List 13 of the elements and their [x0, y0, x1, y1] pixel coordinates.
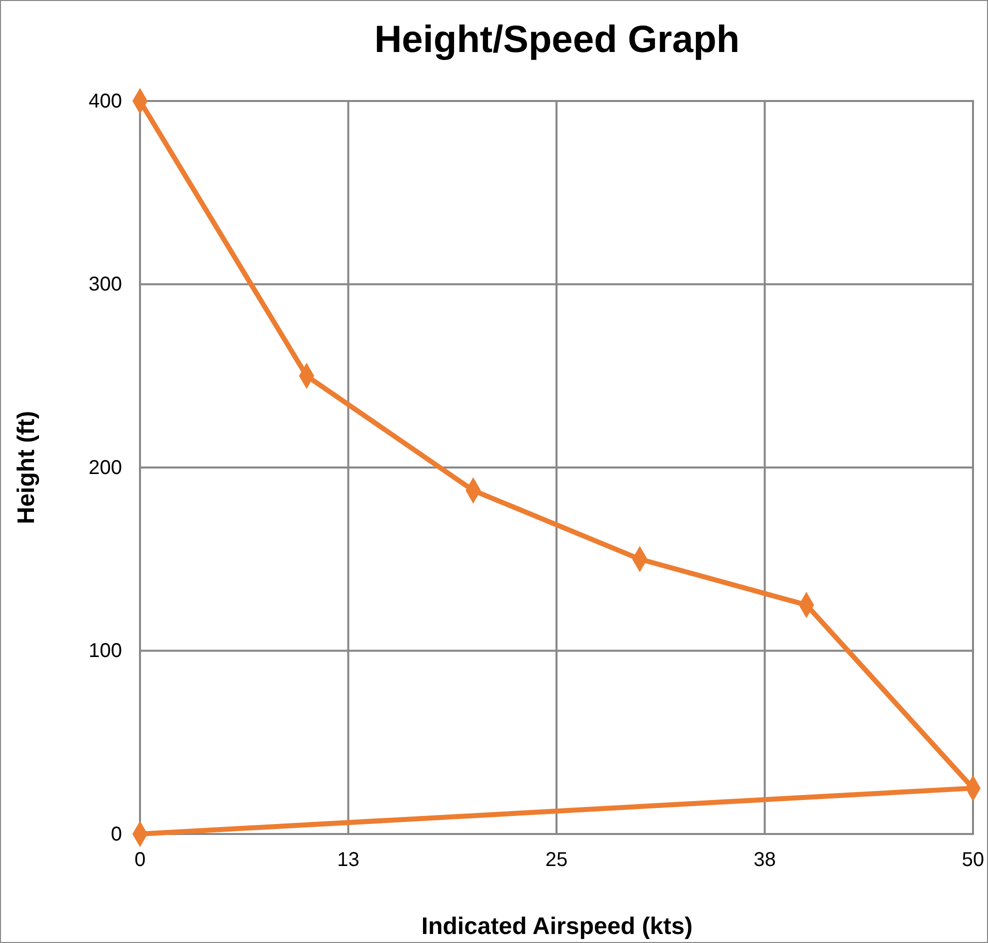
y-tick-label: 200 [88, 456, 122, 479]
y-tick-label: 400 [88, 90, 122, 112]
x-tick-label: 50 [962, 849, 984, 872]
x-tick-label: 13 [337, 849, 360, 872]
x-tick-label: 25 [545, 849, 568, 872]
x-tick-label: 38 [754, 849, 776, 872]
y-tick-label: 300 [88, 274, 122, 296]
x-axis-title: Indicated Airspeed (kts) [421, 913, 693, 940]
y-axis-title: Height (ft) [13, 410, 40, 524]
chart-title: Height/Speed Graph [374, 19, 740, 61]
y-tick-label: 0 [110, 823, 122, 846]
x-tick-label: 0 [134, 849, 146, 872]
y-tick-label: 100 [88, 640, 122, 662]
